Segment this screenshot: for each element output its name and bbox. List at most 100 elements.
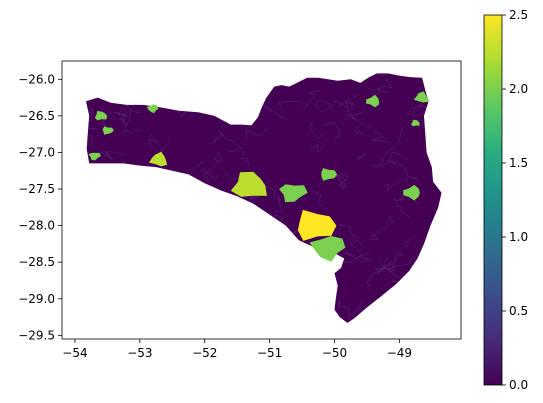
municipality-border — [202, 159, 221, 182]
municipality-border — [273, 214, 284, 220]
region-value-2 — [321, 168, 338, 181]
municipality-border — [383, 215, 394, 231]
colorbar-tick-label: 1.0 — [509, 230, 528, 244]
municipality-border — [344, 109, 365, 120]
municipality-border — [103, 151, 126, 158]
municipality-border — [356, 252, 371, 260]
y-tick-label: −28.0 — [18, 219, 55, 233]
x-tick-label: −52 — [192, 346, 217, 360]
municipality-border — [345, 252, 373, 263]
colorbar-tick-label: 0.0 — [509, 378, 528, 392]
municipality-border — [101, 149, 113, 160]
region-value-2 — [146, 104, 159, 114]
municipality-border — [347, 105, 371, 129]
municipality-border — [394, 250, 406, 263]
municipality-border — [394, 160, 418, 180]
colorbar: 0.0 0.5 1.0 1.5 2.0 2.5 — [483, 8, 528, 392]
municipality-border — [404, 237, 414, 249]
municipality-border — [412, 101, 427, 117]
region-value-2 — [88, 152, 101, 161]
municipality-border — [397, 126, 405, 143]
y-tick-label: −26.0 — [18, 72, 55, 86]
region-value-2 — [411, 119, 420, 127]
colorbar-frame — [483, 14, 503, 386]
municipality-border — [375, 260, 387, 274]
municipality-border — [345, 92, 362, 105]
municipality-border — [357, 153, 367, 161]
municipality-border — [314, 98, 334, 113]
region-value-2 — [102, 126, 114, 135]
municipality-border — [330, 175, 344, 187]
municipality-border — [355, 125, 366, 136]
colorbar-ticks: 0.0 0.5 1.0 1.5 2.0 2.5 — [502, 8, 528, 392]
state-outline — [86, 73, 442, 323]
region-value-2-25 — [149, 151, 168, 167]
region-value-2-25 — [230, 171, 267, 197]
municipality-border — [406, 104, 428, 116]
x-tick-label: −50 — [322, 346, 347, 360]
municipality-border — [122, 114, 129, 126]
municipality-border — [274, 194, 283, 213]
x-tick-label: −54 — [62, 346, 87, 360]
municipality-border — [200, 169, 220, 180]
region-value-2 — [365, 94, 380, 108]
municipality-border — [323, 122, 341, 138]
y-tick-label: −27.5 — [18, 182, 55, 196]
municipality-border — [214, 151, 223, 162]
municipality-border — [156, 141, 170, 154]
colorbar-gradient — [484, 15, 502, 385]
municipality-border — [338, 300, 350, 313]
region-value-2-5 — [297, 209, 337, 241]
municipality-border — [120, 109, 132, 127]
municipality-border — [394, 197, 410, 218]
municipality-border — [240, 147, 249, 166]
region-value-2 — [309, 236, 346, 262]
municipality-border — [370, 227, 383, 241]
colorbar-tick-label: 2.5 — [509, 8, 528, 22]
municipality-border — [339, 172, 349, 187]
colorbar-tick-label: 1.5 — [509, 156, 528, 170]
y-tick-label: −27.0 — [18, 145, 55, 159]
municipality-border — [302, 90, 321, 111]
region-value-2 — [413, 91, 429, 103]
region-value-2 — [403, 184, 420, 201]
municipality-border — [114, 110, 141, 117]
municipality-border — [149, 133, 159, 153]
municipality-border — [371, 159, 400, 169]
colorbar-tick-label: 0.5 — [509, 304, 528, 318]
municipality-border — [86, 136, 93, 147]
municipality-border — [388, 152, 408, 164]
y-axis: −26.0 −26.5 −27.0 −27.5 −28.0 −28.5 −29.0 −29.5 — [18, 72, 62, 342]
municipality-border — [372, 130, 391, 144]
municipality-border — [349, 240, 363, 258]
municipality-border — [118, 105, 131, 123]
highlighted-regions — [88, 91, 429, 262]
municipality-border — [261, 179, 276, 199]
y-tick-label: −29.5 — [18, 328, 55, 342]
x-tick-label: −49 — [387, 346, 412, 360]
y-tick-label: −26.5 — [18, 109, 55, 123]
y-tick-label: −29.0 — [18, 292, 55, 306]
x-tick-label: −51 — [257, 346, 282, 360]
municipality-border — [276, 101, 303, 107]
municipality-border — [339, 224, 359, 239]
municipality-border — [261, 103, 287, 120]
municipality-border — [375, 145, 396, 170]
municipality-border — [387, 254, 418, 278]
y-tick-label: −28.5 — [18, 255, 55, 269]
colorbar-tick-label: 2.0 — [509, 82, 528, 96]
municipality-border — [383, 180, 402, 192]
x-axis: −54 −53 −52 −51 −50 −49 — [62, 339, 412, 360]
municipality-border — [124, 128, 143, 134]
region-value-2 — [279, 184, 308, 203]
municipality-border — [332, 100, 348, 109]
municipality-border — [383, 257, 395, 272]
municipality-border — [371, 73, 393, 77]
municipality-border — [352, 299, 366, 315]
municipality-border — [213, 130, 227, 144]
municipality-border — [246, 128, 269, 138]
municipality-border — [381, 79, 393, 89]
municipality-border — [310, 189, 328, 211]
municipality-border — [368, 86, 389, 96]
